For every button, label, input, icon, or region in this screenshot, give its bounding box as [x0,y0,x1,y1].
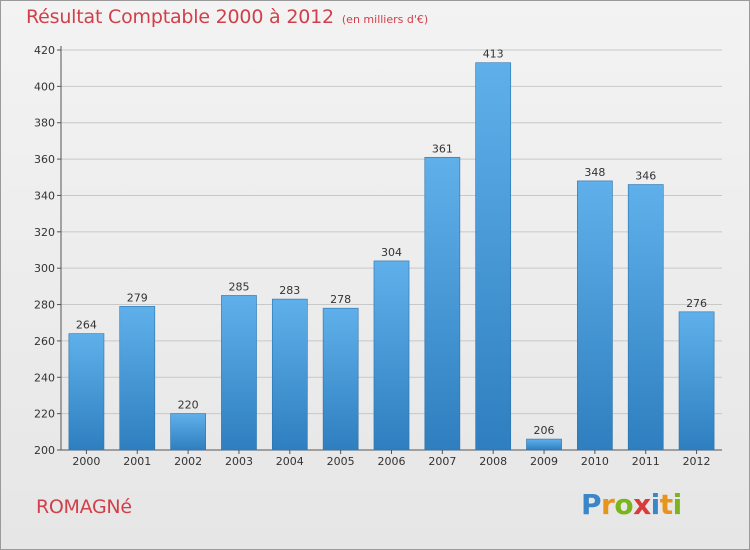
logo-letter: i [672,488,683,521]
data-label-2003: 285 [228,280,249,293]
x-tick-label-2012: 2012 [683,455,711,468]
bar-2007 [424,156,461,451]
data-label-2001: 279 [127,291,148,304]
bar-2010 [577,180,613,451]
y-tick-label: 280 [34,299,55,312]
x-tick-label-2002: 2002 [174,455,202,468]
y-tick-label: 220 [34,408,55,421]
data-label-2012: 276 [686,297,707,310]
bar-2008 [475,62,512,451]
y-tick-label: 340 [34,189,55,202]
logo-letter: t [659,488,673,521]
x-tick-label-2006: 2006 [378,455,406,468]
chart-subtitle: (en milliers d'€) [341,13,429,26]
bar-2005 [322,307,359,451]
x-tick-label-2004: 2004 [276,455,304,468]
data-label-2004: 283 [279,284,300,297]
x-tick-label-2010: 2010 [581,455,609,468]
logo-letter: x [633,488,651,521]
x-tick-label-2003: 2003 [225,455,253,468]
y-tick-label: 380 [34,117,55,130]
bar-2004 [271,298,308,451]
data-label-2009: 206 [534,424,555,437]
logo-letter: o [614,488,634,521]
x-tick-label-2001: 2001 [123,455,151,468]
y-tick-label: 400 [34,80,55,93]
chart-title: Résultat Comptable 2000 à 2012 [26,6,334,28]
data-label-2011: 346 [635,170,656,183]
x-tick-label-2011: 2011 [632,455,660,468]
y-tick-label: 320 [34,226,55,239]
bar-2012 [678,311,715,451]
logo-letter: r [601,488,615,521]
data-label-2000: 264 [76,319,97,332]
y-tick-label: 360 [34,153,55,166]
chart-title-block: Résultat Comptable 2000 à 2012 (en millie… [26,6,428,28]
data-label-2002: 220 [178,399,199,412]
logo-letter: i [650,488,661,521]
bar-2006 [373,260,410,451]
x-tick-label-2009: 2009 [530,455,558,468]
x-tick-label-2005: 2005 [327,455,355,468]
logo-letter: P [581,488,602,521]
x-tick-label-2007: 2007 [428,455,456,468]
data-label-2007: 361 [432,142,453,155]
y-tick-label: 420 [34,44,55,57]
data-label-2006: 304 [381,246,402,259]
bar-2000 [68,333,105,451]
bar-2002 [170,413,206,451]
y-tick-label: 200 [34,444,55,457]
x-tick-label-2008: 2008 [479,455,507,468]
y-tick-label: 260 [34,335,55,348]
commune-name: ROMAGNé [36,496,132,518]
data-label-2005: 278 [330,293,351,306]
bar-2001 [119,306,156,451]
data-label-2008: 413 [483,48,504,61]
x-tick-label-2000: 2000 [72,455,100,468]
y-tick-label: 300 [34,262,55,275]
bar-2003 [221,295,257,451]
proxiti-logo: Proxiti [581,488,682,521]
data-label-2010: 348 [584,166,605,179]
bar-2011 [627,184,664,451]
y-tick-label: 240 [34,371,55,384]
bar-2009 [526,438,562,451]
